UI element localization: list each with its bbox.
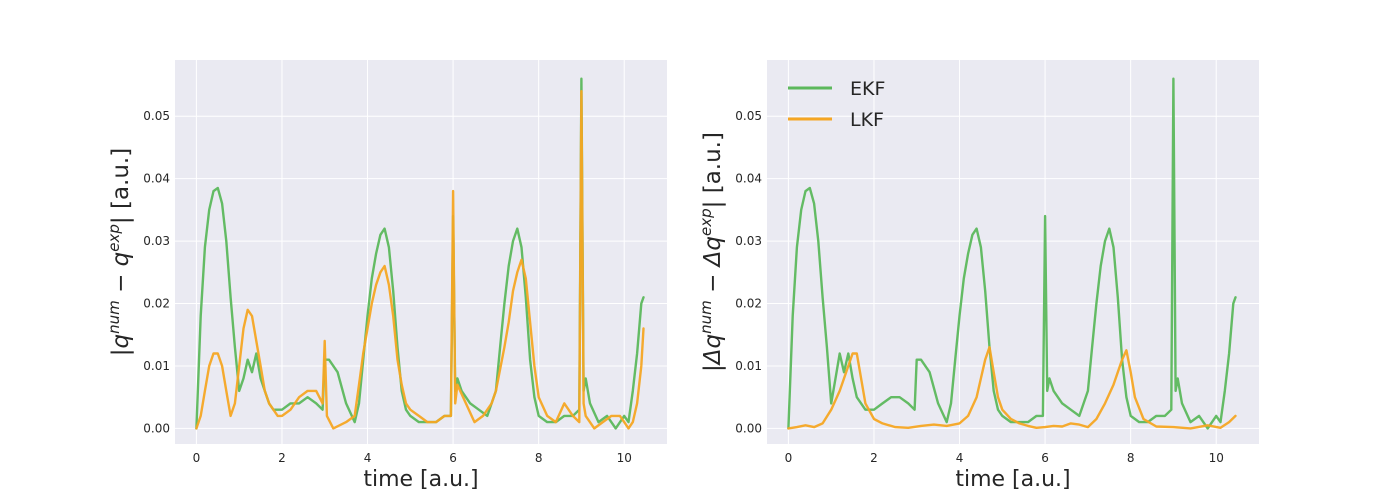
right-ytick-label: 0.05 — [735, 109, 762, 123]
right-y-axis-title: |Δqnum − Δqexp| [a.u.] — [697, 132, 726, 372]
right-panel: 0 2 4 6 8 10 0.00 0.01 0.02 0.03 0.04 0.05 time [a… — [697, 60, 1259, 492]
left-plot-area — [175, 60, 667, 444]
right-ytick-label: 0.00 — [735, 421, 762, 435]
left-y-axis-title: |qnum − qexp| [a.u.] — [105, 148, 134, 356]
right-x-axis-title: time [a.u.] — [955, 467, 1070, 492]
right-ytick-label: 0.03 — [735, 234, 762, 248]
legend: EKF LKF — [788, 78, 885, 131]
right-series-ekf — [787, 77, 1237, 430]
left-ytick-label: 0.00 — [143, 421, 170, 435]
right-series-lkf — [787, 346, 1237, 430]
left-xtick-label: 6 — [449, 451, 457, 465]
right-xtick-label: 8 — [1127, 451, 1135, 465]
left-ytick-label: 0.02 — [143, 297, 170, 311]
left-xtick-label: 10 — [617, 451, 632, 465]
left-ytick-label: 0.01 — [143, 359, 170, 373]
left-xtick-labels: 0 2 4 6 8 10 — [193, 451, 632, 465]
right-ytick-label: 0.04 — [735, 172, 762, 186]
right-series-layer — [787, 77, 1237, 430]
right-xtick-label: 10 — [1209, 451, 1224, 465]
left-xtick-label: 4 — [364, 451, 372, 465]
right-xtick-label: 4 — [956, 451, 964, 465]
left-xtick-label: 8 — [535, 451, 543, 465]
left-grid — [175, 60, 667, 444]
right-ytick-label: 0.02 — [735, 297, 762, 311]
left-series-layer — [195, 77, 645, 430]
right-xtick-labels: 0 2 4 6 8 10 — [785, 451, 1224, 465]
left-series-lkf — [195, 89, 645, 430]
left-xtick-label: 2 — [278, 451, 286, 465]
left-ytick-labels: 0.00 0.01 0.02 0.03 0.04 0.05 — [143, 109, 170, 435]
left-panel: 0 2 4 6 8 10 0.00 0.01 0.02 0.03 0.04 0.05 time [a… — [105, 60, 667, 492]
legend-label-lkf: LKF — [850, 109, 884, 131]
left-x-axis-title: time [a.u.] — [363, 467, 478, 492]
left-xtick-label: 0 — [193, 451, 201, 465]
right-xtick-label: 0 — [785, 451, 793, 465]
right-xtick-label: 2 — [870, 451, 878, 465]
left-ytick-label: 0.03 — [143, 234, 170, 248]
right-grid — [767, 60, 1259, 444]
right-ytick-labels: 0.00 0.01 0.02 0.03 0.04 0.05 — [735, 109, 762, 435]
right-xtick-label: 6 — [1041, 451, 1049, 465]
left-ytick-label: 0.05 — [143, 109, 170, 123]
left-ytick-label: 0.04 — [143, 172, 170, 186]
right-ytick-label: 0.01 — [735, 359, 762, 373]
legend-label-ekf: EKF — [850, 78, 885, 100]
